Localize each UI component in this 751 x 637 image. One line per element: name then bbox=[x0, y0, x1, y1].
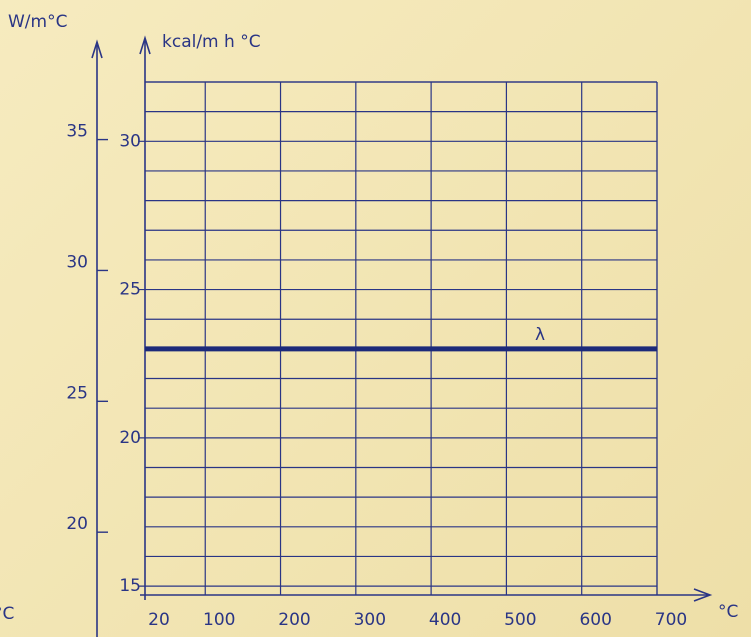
y2-tick-label: 25 bbox=[66, 383, 88, 403]
y2-tick-label: 35 bbox=[66, 122, 88, 142]
x-tick-label: 400 bbox=[429, 610, 461, 630]
x-tick-label: 500 bbox=[504, 610, 536, 630]
y2-tick-label: 20 bbox=[66, 514, 88, 534]
x-tick-label: 100 bbox=[203, 610, 235, 630]
x-tick-label: 600 bbox=[579, 610, 611, 630]
y2-axis-label: W/m°C bbox=[8, 12, 67, 32]
y-tick-label: 15 bbox=[119, 576, 141, 596]
y-axis-label: kcal/m h °C bbox=[162, 32, 261, 52]
axes bbox=[92, 38, 710, 637]
chart: W/m°C kcal/m h °C °C °C 15 20 25 30 20 25 30 35… bbox=[0, 0, 751, 637]
y-tick-label: 30 bbox=[119, 131, 141, 151]
series-label: λ bbox=[535, 325, 545, 345]
x-tick-label: 200 bbox=[278, 610, 310, 630]
x-tick-label: 20 bbox=[148, 610, 170, 630]
y2-tick-label: 30 bbox=[66, 252, 88, 272]
left-label: °C bbox=[0, 604, 14, 624]
y-tick-label: 20 bbox=[119, 428, 141, 448]
x-tick-label: 700 bbox=[655, 610, 687, 630]
x-axis-label: °C bbox=[718, 602, 738, 622]
y-tick-label: 25 bbox=[119, 280, 141, 300]
x-tick-label: 300 bbox=[354, 610, 386, 630]
